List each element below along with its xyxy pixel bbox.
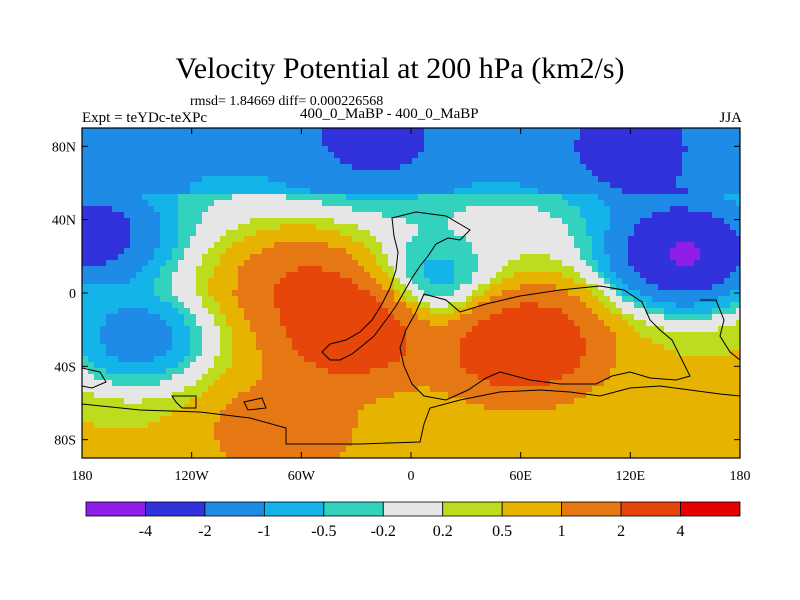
colorbar-swatch [263, 501, 325, 517]
season-label: JJA [719, 110, 742, 126]
rmsd-diff-stats: rmsd= 1.84669 diff= 0.000226568 [190, 94, 384, 109]
colorbar-level-label: 4 [677, 523, 685, 540]
colorbar-swatch [85, 501, 146, 517]
colorbar-level-label: -0.2 [371, 523, 396, 540]
colorbar-level-label: -1 [258, 523, 271, 540]
colorbar-swatch [501, 501, 563, 517]
colorbar-swatch [145, 501, 206, 517]
coast-fragment-west [82, 367, 107, 389]
coast-fragment-east [700, 299, 740, 361]
lat-tick-label: 40S [54, 360, 76, 375]
longitude-axis: 180 120W 60W 0 60E 120E 180 [72, 128, 751, 484]
coast-fragment-south-island [171, 395, 197, 409]
lon-tick-label: 180 [72, 469, 93, 484]
colorbar-level-label: 2 [617, 523, 625, 540]
colorbar: -4 -2 -1 -0.5 -0.2 0.2 0.5 1 2 4 [85, 501, 741, 540]
colorbar-swatch [620, 501, 681, 517]
lon-tick-label: 120W [175, 469, 210, 484]
colorbar-level-label: 1 [558, 523, 566, 540]
colorbar-swatch [323, 501, 384, 517]
lon-tick-label: 60W [288, 469, 316, 484]
continent-outline-americas [321, 211, 471, 361]
continent-outline-africa-eurasia [399, 285, 691, 401]
colorbar-level-label: 0.2 [433, 523, 453, 540]
latitude-axis: 80N 40N 0 40S 80S [52, 140, 740, 449]
colorbar-swatch [204, 501, 265, 517]
lat-tick-label: 80S [54, 434, 76, 449]
colorbar-swatch [442, 501, 503, 517]
colorbar-level-label: -2 [198, 523, 211, 540]
colorbar-swatch [382, 501, 444, 517]
lon-tick-label: 0 [408, 469, 415, 484]
chart-title: Velocity Potential at 200 hPa (km2/s) [175, 52, 625, 85]
lat-tick-label: 80N [52, 140, 76, 155]
continent-outline-antarctica [82, 385, 740, 445]
experiment-label: Expt = teYDc-teXPc [82, 110, 208, 126]
colorbar-level-label: -0.5 [311, 523, 336, 540]
lat-tick-label: 40N [52, 214, 76, 229]
colorbar-level-label: -4 [139, 523, 152, 540]
colorbar-level-label: 0.5 [492, 523, 512, 540]
continent-outlines [82, 211, 740, 445]
coast-fragment-islands [243, 397, 267, 411]
lat-tick-label: 0 [69, 287, 76, 302]
contour-field [82, 128, 740, 458]
colorbar-swatch [561, 501, 622, 517]
lon-tick-label: 60E [509, 469, 532, 484]
chart-subtitle: 400_0_MaBP - 400_0_MaBP [300, 106, 479, 122]
lon-tick-label: 180 [730, 469, 751, 484]
colorbar-swatch [680, 501, 741, 517]
lon-tick-label: 120E [616, 469, 646, 484]
